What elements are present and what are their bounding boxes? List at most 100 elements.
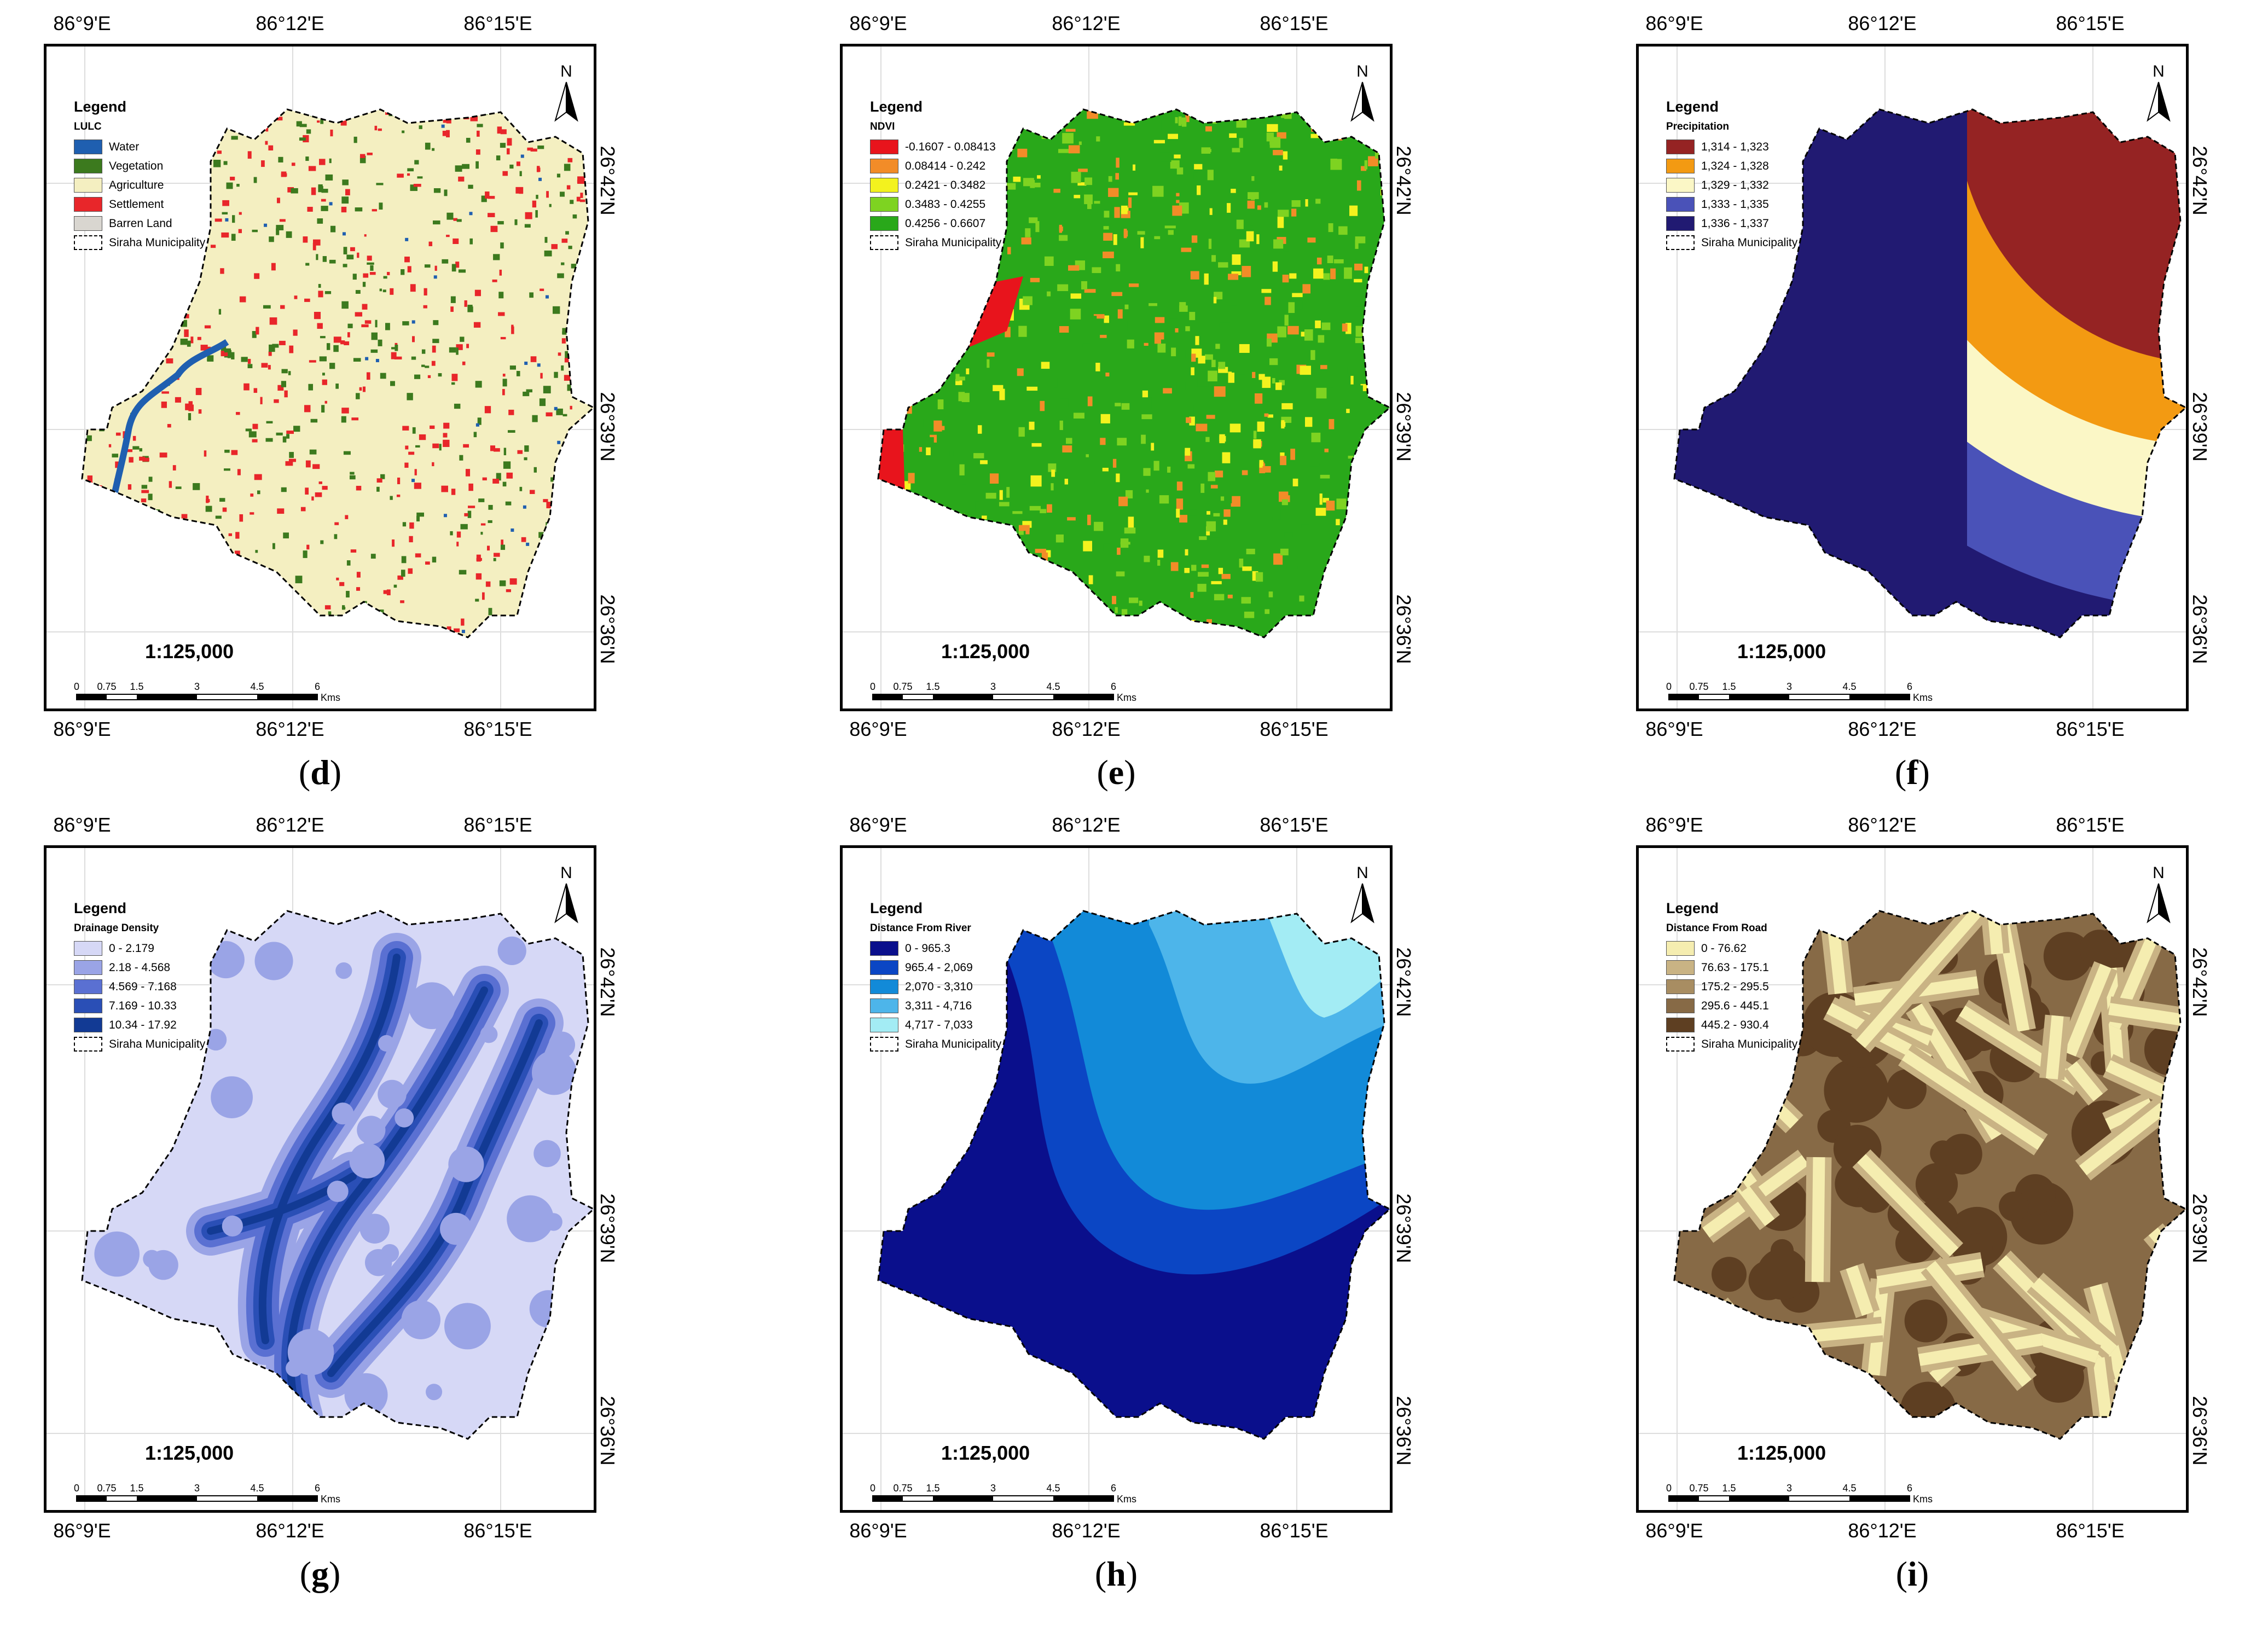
legend-swatch — [870, 960, 898, 975]
map-frame: Legend Distance From Road 0 - 76.62 76.63 -… — [1636, 845, 2189, 1513]
scale-tick: 0 — [74, 681, 79, 692]
legend-swatch — [1666, 960, 1695, 975]
legend-swatch — [74, 998, 102, 1013]
legend-item: 0.08414 - 0.242 — [870, 156, 1001, 176]
legend-swatch — [870, 197, 898, 212]
lat-tick-right: 26°36'N — [596, 1396, 619, 1466]
legend-swatch — [1666, 178, 1695, 193]
legend-swatch — [1666, 979, 1695, 994]
legend-item: 1,329 - 1,332 — [1666, 176, 1797, 195]
legend-item: Agriculture — [74, 176, 205, 195]
lon-tick-bottom: 86°12'E — [1848, 1519, 1917, 1542]
legend-item: 965.4 - 2,069 — [870, 958, 1001, 977]
legend-label: Siraha Municipality — [905, 236, 1002, 249]
legend-swatch — [870, 235, 898, 250]
legend-item: 0 - 965.3 — [870, 939, 1001, 958]
lat-tick-right: 26°42'N — [1393, 947, 1415, 1017]
lon-tick-top: 86°9'E — [849, 814, 907, 836]
legend-swatch — [1666, 941, 1695, 956]
legend-theme-title: Distance From River — [870, 922, 971, 934]
legend-item: 0.4256 - 0.6607 — [870, 214, 1001, 233]
lon-tick-bottom: 86°9'E — [53, 1519, 111, 1542]
legend-label: Settlement — [109, 198, 164, 211]
lon-tick-bottom: 86°15'E — [463, 1519, 532, 1542]
lon-tick-bottom: 86°15'E — [463, 718, 532, 740]
scale-tick: 0.75 — [1689, 1483, 1708, 1494]
lon-tick-bottom: 86°15'E — [2056, 718, 2125, 740]
legend-label: 0.3483 - 0.4255 — [905, 198, 986, 211]
north-arrow-icon: N — [2147, 864, 2171, 924]
lon-tick-top: 86°12'E — [256, 814, 324, 836]
legend-item: 1,333 - 1,335 — [1666, 195, 1797, 214]
map-frame: Legend NDVI -0.1607 - 0.08413 0.08414 - 0.2… — [840, 44, 1393, 711]
north-label: N — [1356, 62, 1368, 80]
scale-tick: 6 — [1907, 1483, 1912, 1494]
legend-swatch — [870, 178, 898, 193]
north-arrow-icon: N — [1350, 62, 1374, 122]
lon-tick-top: 86°9'E — [1645, 12, 1703, 34]
legend-item: 10.34 - 17.92 — [74, 1015, 205, 1035]
lat-tick-right: 26°39'N — [596, 1193, 619, 1263]
north-arrow-icon: N — [554, 62, 578, 122]
legend-item-boundary: Siraha Municipality — [74, 233, 205, 252]
map-panel-e: 86°9'E 86°9'E 86°12'E 86°12'E 86°15'E 86°15'E… — [796, 0, 1415, 792]
legend-label: Siraha Municipality — [109, 1037, 206, 1050]
legend-label: 4.569 - 7.168 — [109, 980, 177, 993]
map-scale-label: 1:125,000 — [941, 640, 1030, 663]
map-panel-f: 86°9'E 86°9'E 86°12'E 86°12'E 86°15'E 86°15'E… — [1592, 0, 2211, 792]
legend-item: -0.1607 - 0.08413 — [870, 137, 1001, 156]
lon-tick-top: 86°12'E — [1052, 12, 1121, 34]
map-canvas — [843, 848, 1390, 1510]
lat-tick-right: 26°36'N — [1393, 594, 1415, 664]
legend-swatch — [870, 159, 898, 173]
legend-swatch — [74, 960, 102, 975]
lat-tick-right: 26°42'N — [596, 947, 619, 1017]
legend-item: 1,336 - 1,337 — [1666, 214, 1797, 233]
legend-swatch — [1666, 998, 1695, 1013]
scale-tick: 0 — [870, 681, 875, 692]
lon-tick-top: 86°9'E — [53, 814, 111, 836]
scale-tick: 6 — [1907, 681, 1912, 692]
legend-item: 2,070 - 3,310 — [870, 977, 1001, 996]
map-panel-i: 86°9'E 86°9'E 86°12'E 86°12'E 86°15'E 86°15'E… — [1592, 802, 2211, 1593]
north-label: N — [560, 62, 572, 80]
legend-swatch — [74, 941, 102, 956]
legend-label: 1,329 - 1,332 — [1701, 178, 1769, 191]
scale-tick: 0.75 — [893, 1483, 912, 1494]
lon-tick-top: 86°15'E — [2056, 814, 2125, 836]
legend-label: 0 - 965.3 — [905, 942, 950, 955]
lon-tick-bottom: 86°12'E — [256, 718, 324, 740]
lon-tick-bottom: 86°9'E — [1645, 718, 1703, 740]
map-canvas — [1639, 848, 2186, 1510]
legend-swatch — [870, 998, 898, 1013]
lon-tick-top: 86°9'E — [1645, 814, 1703, 836]
legend-title: Legend — [1666, 98, 1719, 115]
lon-tick-top: 86°15'E — [463, 814, 532, 836]
legend-label: Siraha Municipality — [905, 1037, 1002, 1050]
legend-swatch — [870, 216, 898, 231]
panel-caption: (e) — [1097, 753, 1136, 792]
legend-label: 0.08414 - 0.242 — [905, 159, 986, 172]
lon-tick-top: 86°15'E — [463, 12, 532, 34]
lat-tick-right: 26°42'N — [596, 146, 619, 216]
map-canvas — [1639, 47, 2186, 709]
legend-label: 4,717 - 7,033 — [905, 1018, 973, 1031]
north-arrow-icon: N — [1350, 864, 1374, 924]
legend-item: 76.63 - 175.1 — [1666, 958, 1797, 977]
scale-unit: Kms — [321, 1494, 340, 1505]
legend-swatch — [74, 1018, 102, 1032]
map-frame: Legend Distance From River 0 - 965.3 965.4 … — [840, 845, 1393, 1513]
scale-unit: Kms — [1913, 1494, 1933, 1505]
legend-item: 0.3483 - 0.4255 — [870, 195, 1001, 214]
scale-unit: Kms — [1117, 1494, 1136, 1505]
legend-swatch — [74, 216, 102, 231]
lon-tick-bottom: 86°15'E — [1260, 1519, 1329, 1542]
scale-tick: 0.75 — [893, 681, 912, 692]
municipality-boundary — [877, 910, 1390, 1440]
lat-tick-right: 26°42'N — [2189, 146, 2211, 216]
legend-label: 2.18 - 4.568 — [109, 961, 171, 974]
legend-label: Siraha Municipality — [1701, 236, 1798, 249]
